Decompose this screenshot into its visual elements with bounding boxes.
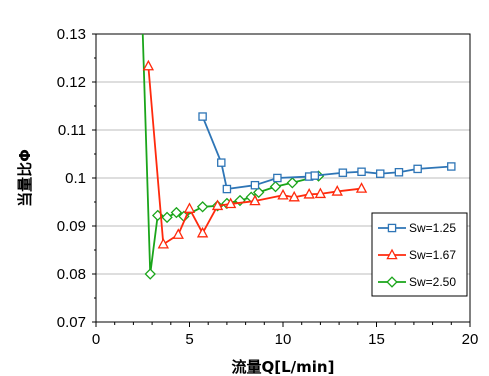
data-point-diamond: [144, 268, 156, 280]
y-axis-title: 当量比Φ: [16, 149, 34, 207]
data-point-triangle: [142, 59, 155, 71]
data-point-triangle: [196, 226, 209, 238]
x-tick-label: 15: [368, 331, 385, 348]
data-point-triangle: [314, 187, 327, 199]
data-point-square: [222, 184, 232, 194]
data-point-square: [250, 180, 260, 190]
data-point-triangle: [386, 248, 398, 260]
data-point-triangle: [288, 190, 300, 202]
y-tick-label: 0.1: [65, 170, 86, 187]
data-point-triangle: [172, 228, 184, 239]
data-point-diamond: [170, 206, 183, 219]
axes: 0.07 0.08 0.09 0.1 0.11 0.12 0.13 0 5 10 15 20: [57, 26, 479, 348]
series-sw-1-67: [142, 59, 368, 249]
data-point-diamond: [386, 276, 398, 288]
x-tick-label: 0: [92, 331, 100, 348]
data-point-triangle: [249, 194, 261, 206]
data-point-square: [338, 168, 348, 177]
legend-label: Sw=1.25: [409, 221, 456, 235]
data-point-square: [394, 167, 404, 177]
y-tick-label: 0.08: [57, 266, 86, 283]
data-point-diamond: [269, 180, 282, 193]
data-point-triangle: [303, 187, 315, 199]
data-point-square: [447, 162, 456, 171]
data-point-square: [310, 171, 320, 180]
data-point-square: [375, 169, 385, 178]
data-point-diamond: [161, 211, 173, 224]
series-sw-1-25: [198, 112, 456, 194]
x-tick-label: 20: [462, 331, 479, 348]
data-point-square: [273, 173, 282, 183]
y-tick-label: 0.12: [57, 74, 86, 91]
data-point-triangle: [183, 202, 196, 213]
data-point-triangle: [331, 185, 343, 196]
x-tick-label: 10: [275, 331, 292, 348]
data-point-square: [387, 223, 397, 233]
x-tick-label: 5: [185, 331, 193, 348]
legend-label: Sw=1.67: [409, 248, 456, 262]
legend-label: Sw=2.50: [409, 275, 456, 289]
data-point-diamond: [252, 186, 265, 199]
data-point-triangle: [355, 182, 368, 193]
y-tick-label: 0.09: [57, 218, 86, 235]
data-point-triangle: [224, 197, 237, 209]
data-point-square: [357, 167, 366, 177]
series-layer: [141, 33, 456, 280]
data-point-triangle: [211, 199, 224, 211]
y-tick-label: 0.11: [58, 122, 86, 139]
y-tick-label: 0.07: [57, 314, 86, 331]
data-point-diamond: [286, 177, 299, 189]
data-point-triangle: [157, 237, 170, 249]
legend: Sw=1.25 Sw=1.67 Sw=2.50: [371, 212, 468, 297]
data-point-diamond: [196, 201, 209, 213]
data-point-square: [413, 164, 422, 174]
data-point-square: [198, 112, 207, 121]
data-point-triangle: [277, 188, 289, 200]
x-axis-title: 流量Q[L/min]: [232, 358, 335, 376]
data-point-square: [217, 158, 226, 167]
y-tick-label: 0.13: [57, 26, 86, 43]
